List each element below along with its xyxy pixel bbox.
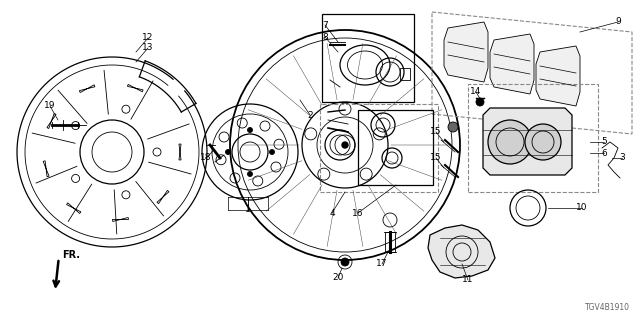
Circle shape	[248, 127, 253, 132]
Text: 1: 1	[245, 205, 251, 214]
Circle shape	[269, 149, 275, 155]
Text: 6: 6	[601, 148, 607, 157]
Text: 4: 4	[329, 209, 335, 218]
Circle shape	[248, 172, 253, 177]
Bar	[320, 104, 438, 192]
Circle shape	[488, 120, 532, 164]
Polygon shape	[47, 114, 56, 129]
Bar	[358, 110, 433, 185]
Text: 14: 14	[470, 87, 482, 97]
Text: 15: 15	[430, 127, 442, 137]
Polygon shape	[67, 203, 81, 213]
Polygon shape	[444, 22, 488, 82]
Text: 12: 12	[142, 34, 154, 43]
Text: 13: 13	[142, 44, 154, 52]
Polygon shape	[428, 225, 495, 278]
Text: 11: 11	[462, 276, 474, 284]
Text: 18: 18	[200, 154, 212, 163]
Text: 2: 2	[307, 110, 313, 119]
Text: TGV4B1910: TGV4B1910	[585, 303, 630, 312]
Text: 17: 17	[376, 260, 388, 268]
Bar	[385, 232, 395, 252]
Circle shape	[341, 258, 349, 266]
Text: 16: 16	[352, 209, 364, 218]
Polygon shape	[113, 218, 129, 221]
Text: 20: 20	[332, 274, 344, 283]
Polygon shape	[157, 190, 169, 204]
Polygon shape	[483, 108, 572, 175]
Text: 8: 8	[322, 33, 328, 42]
Polygon shape	[127, 84, 143, 92]
Bar	[322, 14, 414, 102]
Polygon shape	[179, 144, 181, 160]
Circle shape	[525, 124, 561, 160]
Text: 3: 3	[619, 154, 625, 163]
Polygon shape	[490, 34, 534, 94]
Text: 15: 15	[430, 154, 442, 163]
Text: 5: 5	[601, 138, 607, 147]
Text: FR.: FR.	[61, 250, 80, 260]
Circle shape	[225, 149, 230, 155]
Text: 10: 10	[576, 204, 588, 212]
Bar	[400, 68, 410, 80]
Bar	[468, 84, 598, 192]
Text: 9: 9	[615, 18, 621, 27]
Polygon shape	[43, 161, 49, 177]
Circle shape	[342, 142, 348, 148]
Text: 7: 7	[322, 20, 328, 29]
Polygon shape	[79, 85, 95, 92]
Polygon shape	[536, 46, 580, 106]
Circle shape	[476, 98, 484, 106]
Circle shape	[448, 122, 458, 132]
Text: 19: 19	[44, 101, 56, 110]
